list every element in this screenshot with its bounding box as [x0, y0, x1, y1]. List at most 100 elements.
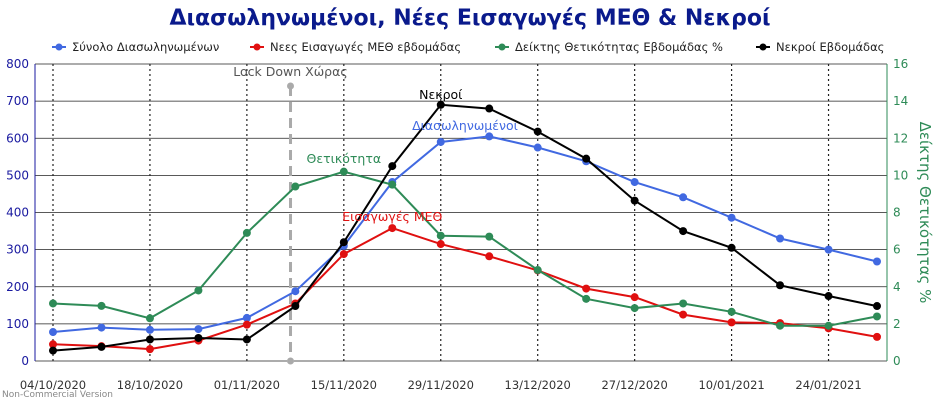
legend-entry-label: Νεκροί Εβδομάδας: [776, 40, 884, 54]
legend-swatch-marker: [759, 43, 767, 51]
series-4-point: [485, 104, 494, 113]
series-3-point: [194, 286, 203, 295]
series-2-point: [145, 345, 154, 354]
x-tick-label: 24/01/2021: [795, 378, 861, 392]
series-line-4: [52, 103, 878, 352]
series-1-point: [97, 323, 106, 332]
series-4-point: [388, 162, 397, 171]
series-3-point: [485, 232, 494, 241]
series-2-point: [485, 252, 494, 261]
series-1-point: [873, 257, 881, 266]
series-1-point: [485, 132, 494, 141]
y-left-tick-label: 200: [6, 280, 29, 294]
annotation-label: Νεκροί: [419, 87, 463, 102]
y-left-tick-label: 0: [21, 354, 29, 368]
series-3-point: [339, 167, 348, 176]
legend: Σύνολο Διασωληνωμένων Νεες Εισαγωγές ΜΕΘ …: [52, 40, 884, 54]
series-4-point: [194, 333, 203, 342]
series-1-point: [630, 178, 639, 187]
series-4-point: [436, 100, 445, 109]
series-2-point: [679, 310, 688, 319]
series-3-point: [582, 294, 591, 303]
series-3-point: [727, 307, 736, 316]
series-4-point: [242, 335, 251, 344]
series-line-1: [52, 135, 878, 333]
series-4-point: [727, 243, 736, 252]
series-2-point: [630, 293, 639, 302]
annotation-label: Εισαγωγές ΜΕΘ: [342, 209, 442, 224]
chart-title: Διασωληνωμένοι, Νέες Εισαγωγές ΜΕΘ & Νεκ…: [169, 6, 770, 31]
y-right-tick-label: 0: [893, 354, 901, 368]
legend-swatch-marker: [253, 43, 261, 51]
y-left-tick-label: 500: [6, 168, 29, 182]
series-2-point: [49, 340, 57, 349]
y-right-tick-label: 10: [893, 168, 908, 182]
series-3-point: [436, 231, 445, 240]
legend-entry-label: Δείκτης Θετικότητας Εβδομάδας %: [515, 40, 723, 54]
series-1-point: [145, 325, 154, 334]
series-1-point: [533, 143, 542, 152]
series-3-point: [776, 321, 785, 330]
series-4-point: [873, 302, 881, 311]
series-3-point: [145, 314, 154, 323]
series-4-point: [49, 346, 57, 355]
series-1-point: [727, 213, 736, 222]
series-1-point: [436, 137, 445, 146]
x-tick-label: 29/11/2020: [408, 378, 474, 392]
series-4-point: [679, 227, 688, 236]
y-left-tick-label: 700: [6, 94, 29, 108]
y-left-tick-label: 600: [6, 131, 29, 145]
series-line-2: [52, 227, 878, 351]
axes: 0 100 200 300 400 500 600 700 800 0 2 4 6 8 10 12 14 16 04…: [6, 57, 908, 392]
series-1-point: [291, 287, 300, 296]
series-4-point: [291, 302, 300, 311]
lockdown-marker: [287, 82, 295, 365]
series-2-point: [388, 224, 397, 233]
series-3-point: [630, 304, 639, 313]
y-left-tick-label: 400: [6, 206, 29, 220]
series-4-point: [824, 292, 833, 301]
y-right-tick-label: 16: [893, 57, 908, 71]
x-tick-label: 18/10/2020: [117, 378, 183, 392]
series-2-point: [582, 284, 591, 293]
series-1-point: [776, 234, 785, 243]
x-tick-label: 27/12/2020: [601, 378, 667, 392]
series-3-point: [291, 182, 300, 191]
watermark: Non-Commercial Version: [2, 390, 113, 400]
x-tick-label: 04/10/2020: [20, 378, 86, 392]
series-2-point: [339, 250, 348, 259]
y-left-tick-label: 800: [6, 57, 29, 71]
right-axis-label: Δείκτης Θετικότητας %: [916, 122, 934, 304]
lockdown-line-cap: [287, 82, 295, 90]
lockdown-line-cap: [287, 357, 295, 365]
series-3-point: [873, 312, 881, 321]
series-4-point: [533, 127, 542, 136]
legend-entry-label: Νεες Εισαγωγές ΜΕΘ εβδομάδας: [270, 40, 461, 54]
x-tick-label: 01/11/2020: [214, 378, 280, 392]
y-right-tick-label: 4: [893, 280, 901, 294]
y-right-tick-label: 6: [893, 243, 901, 257]
y-right-tick-label: 2: [893, 317, 901, 331]
series-4-point: [630, 196, 639, 205]
series-1-point: [49, 328, 57, 337]
y-right-tick-label: 8: [893, 206, 901, 220]
series-1-point: [242, 313, 251, 322]
annotation-label: Lock Down Χώρας: [233, 64, 347, 79]
legend-entry-label: Σύνολο Διασωληνωμένων: [72, 40, 219, 54]
y-right-tick-label: 14: [893, 94, 908, 108]
series-2-point: [436, 240, 445, 249]
y-left-tick-label: 300: [6, 243, 29, 257]
series-1-point: [824, 245, 833, 254]
series-4-point: [145, 335, 154, 344]
series-1-point: [194, 325, 203, 334]
series-layer: [49, 100, 881, 355]
series-2-point: [727, 318, 736, 327]
series-3-point: [242, 228, 251, 237]
annotations: Lock Down Χώρας Νεκροί Διασωληνωμένοι Θετικ…: [233, 64, 518, 224]
series-2-point: [242, 320, 251, 329]
series-3-point: [533, 266, 542, 275]
x-tick-label: 15/11/2020: [311, 378, 377, 392]
annotation-label: Διασωληνωμένοι: [412, 118, 518, 133]
series-3-point: [97, 301, 106, 310]
legend-swatch-marker: [498, 43, 506, 51]
